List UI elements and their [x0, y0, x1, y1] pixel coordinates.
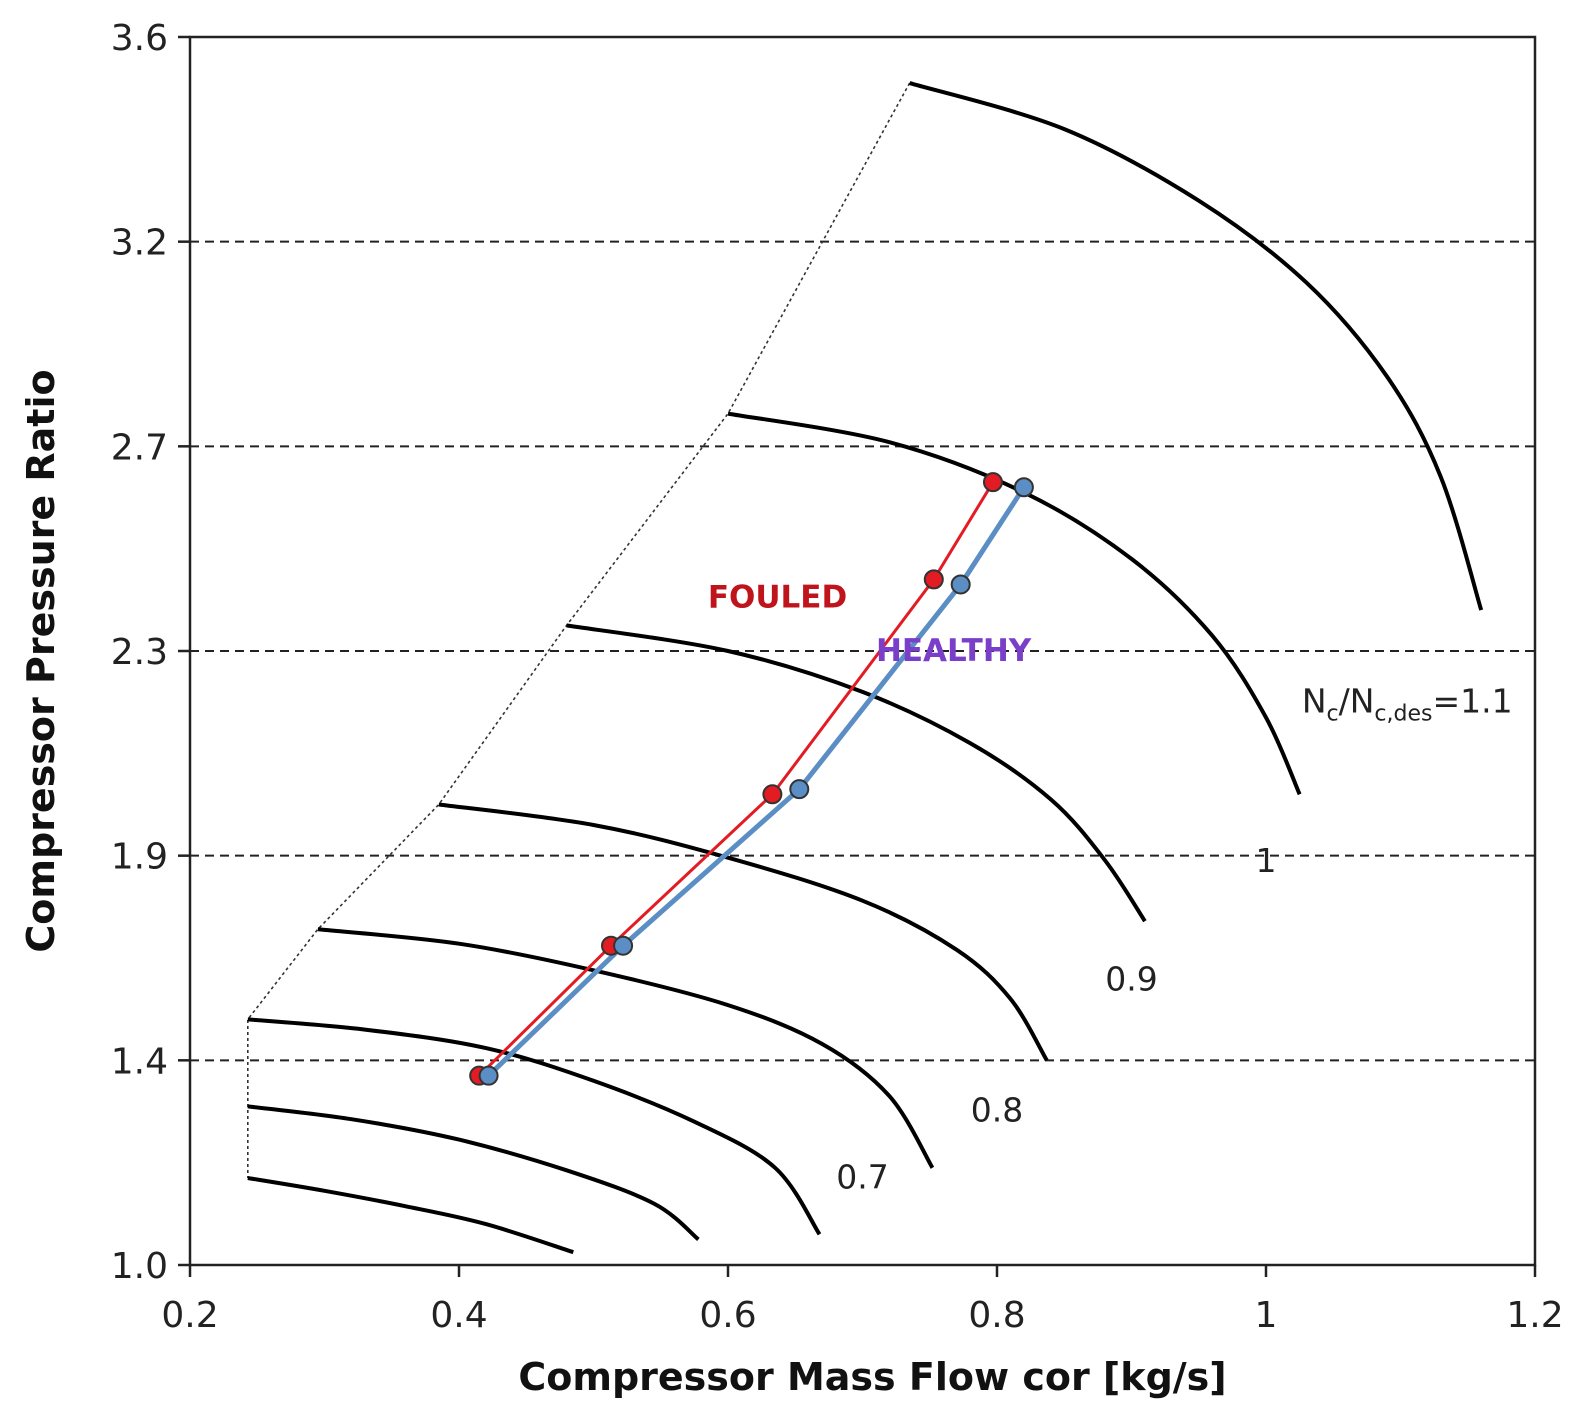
x-tick-label: 1.2 [1506, 1295, 1563, 1336]
healthy-label: HEALTHY [876, 633, 1032, 669]
x-tick-label: 0.6 [699, 1295, 756, 1336]
y-axis-title: Compressor Pressure Ratio [19, 369, 63, 952]
data-point-fouled [923, 569, 944, 590]
label-subscript: c [1327, 701, 1339, 726]
y-tick-label: 2.3 [111, 632, 168, 673]
y-tick-label: 1.0 [111, 1246, 168, 1287]
speed-line-label: 1 [1256, 841, 1277, 880]
text-layer: 0.7 0.8 0.9 1 Nc/Nc,des=1.1 FOULED HEALTHY 1.0 1… [19, 18, 1564, 1399]
x-tick-label: 0.2 [161, 1295, 218, 1336]
label-text: =1.1 [1432, 681, 1512, 720]
y-tick-label: 1.4 [111, 1041, 168, 1082]
speed-line-label: 0.7 [836, 1157, 888, 1196]
y-tick-label: 3.2 [111, 223, 168, 264]
speed-line [247, 1104, 700, 1241]
x-tick-label: 0.8 [968, 1295, 1025, 1336]
speed-lines-layer [247, 81, 1484, 1255]
speed-line [438, 802, 1049, 1062]
label-subscript: c,des [1374, 701, 1432, 726]
y-tick-label: 2.7 [111, 427, 168, 468]
series-line-fouled [478, 481, 995, 1077]
x-tick-label: 1 [1255, 1295, 1278, 1336]
speed-line [727, 411, 1302, 796]
label-text: N [1302, 681, 1327, 720]
y-tick-label: 3.6 [111, 18, 168, 59]
surge-line [247, 82, 911, 1178]
speed-line-label: 0.9 [1105, 960, 1157, 999]
data-point-healthy [1013, 477, 1034, 498]
x-tick-label: 0.4 [430, 1295, 487, 1336]
speed-line [566, 623, 1147, 923]
data-point-healthy [613, 935, 634, 956]
data-point-healthy [478, 1065, 499, 1086]
y-tick-label: 1.9 [111, 837, 168, 878]
speed-line-label-top: Nc/Nc,des=1.1 [1302, 681, 1513, 726]
speed-line-label: 0.8 [971, 1091, 1023, 1130]
axes-layer [178, 35, 1537, 1277]
speed-line [317, 927, 935, 1169]
data-point-fouled [762, 784, 783, 805]
x-axis-title: Compressor Mass Flow cor [kg/s] [518, 1355, 1226, 1399]
fouled-label: FOULED [708, 580, 847, 616]
label-text: /N [1339, 681, 1375, 720]
data-point-healthy [789, 779, 810, 800]
data-point-healthy [950, 574, 971, 595]
speed-line [247, 1017, 822, 1236]
speed-line [247, 1176, 574, 1255]
series-layer [469, 472, 1034, 1086]
data-point-fouled [982, 472, 1003, 493]
speed-line [909, 81, 1484, 611]
